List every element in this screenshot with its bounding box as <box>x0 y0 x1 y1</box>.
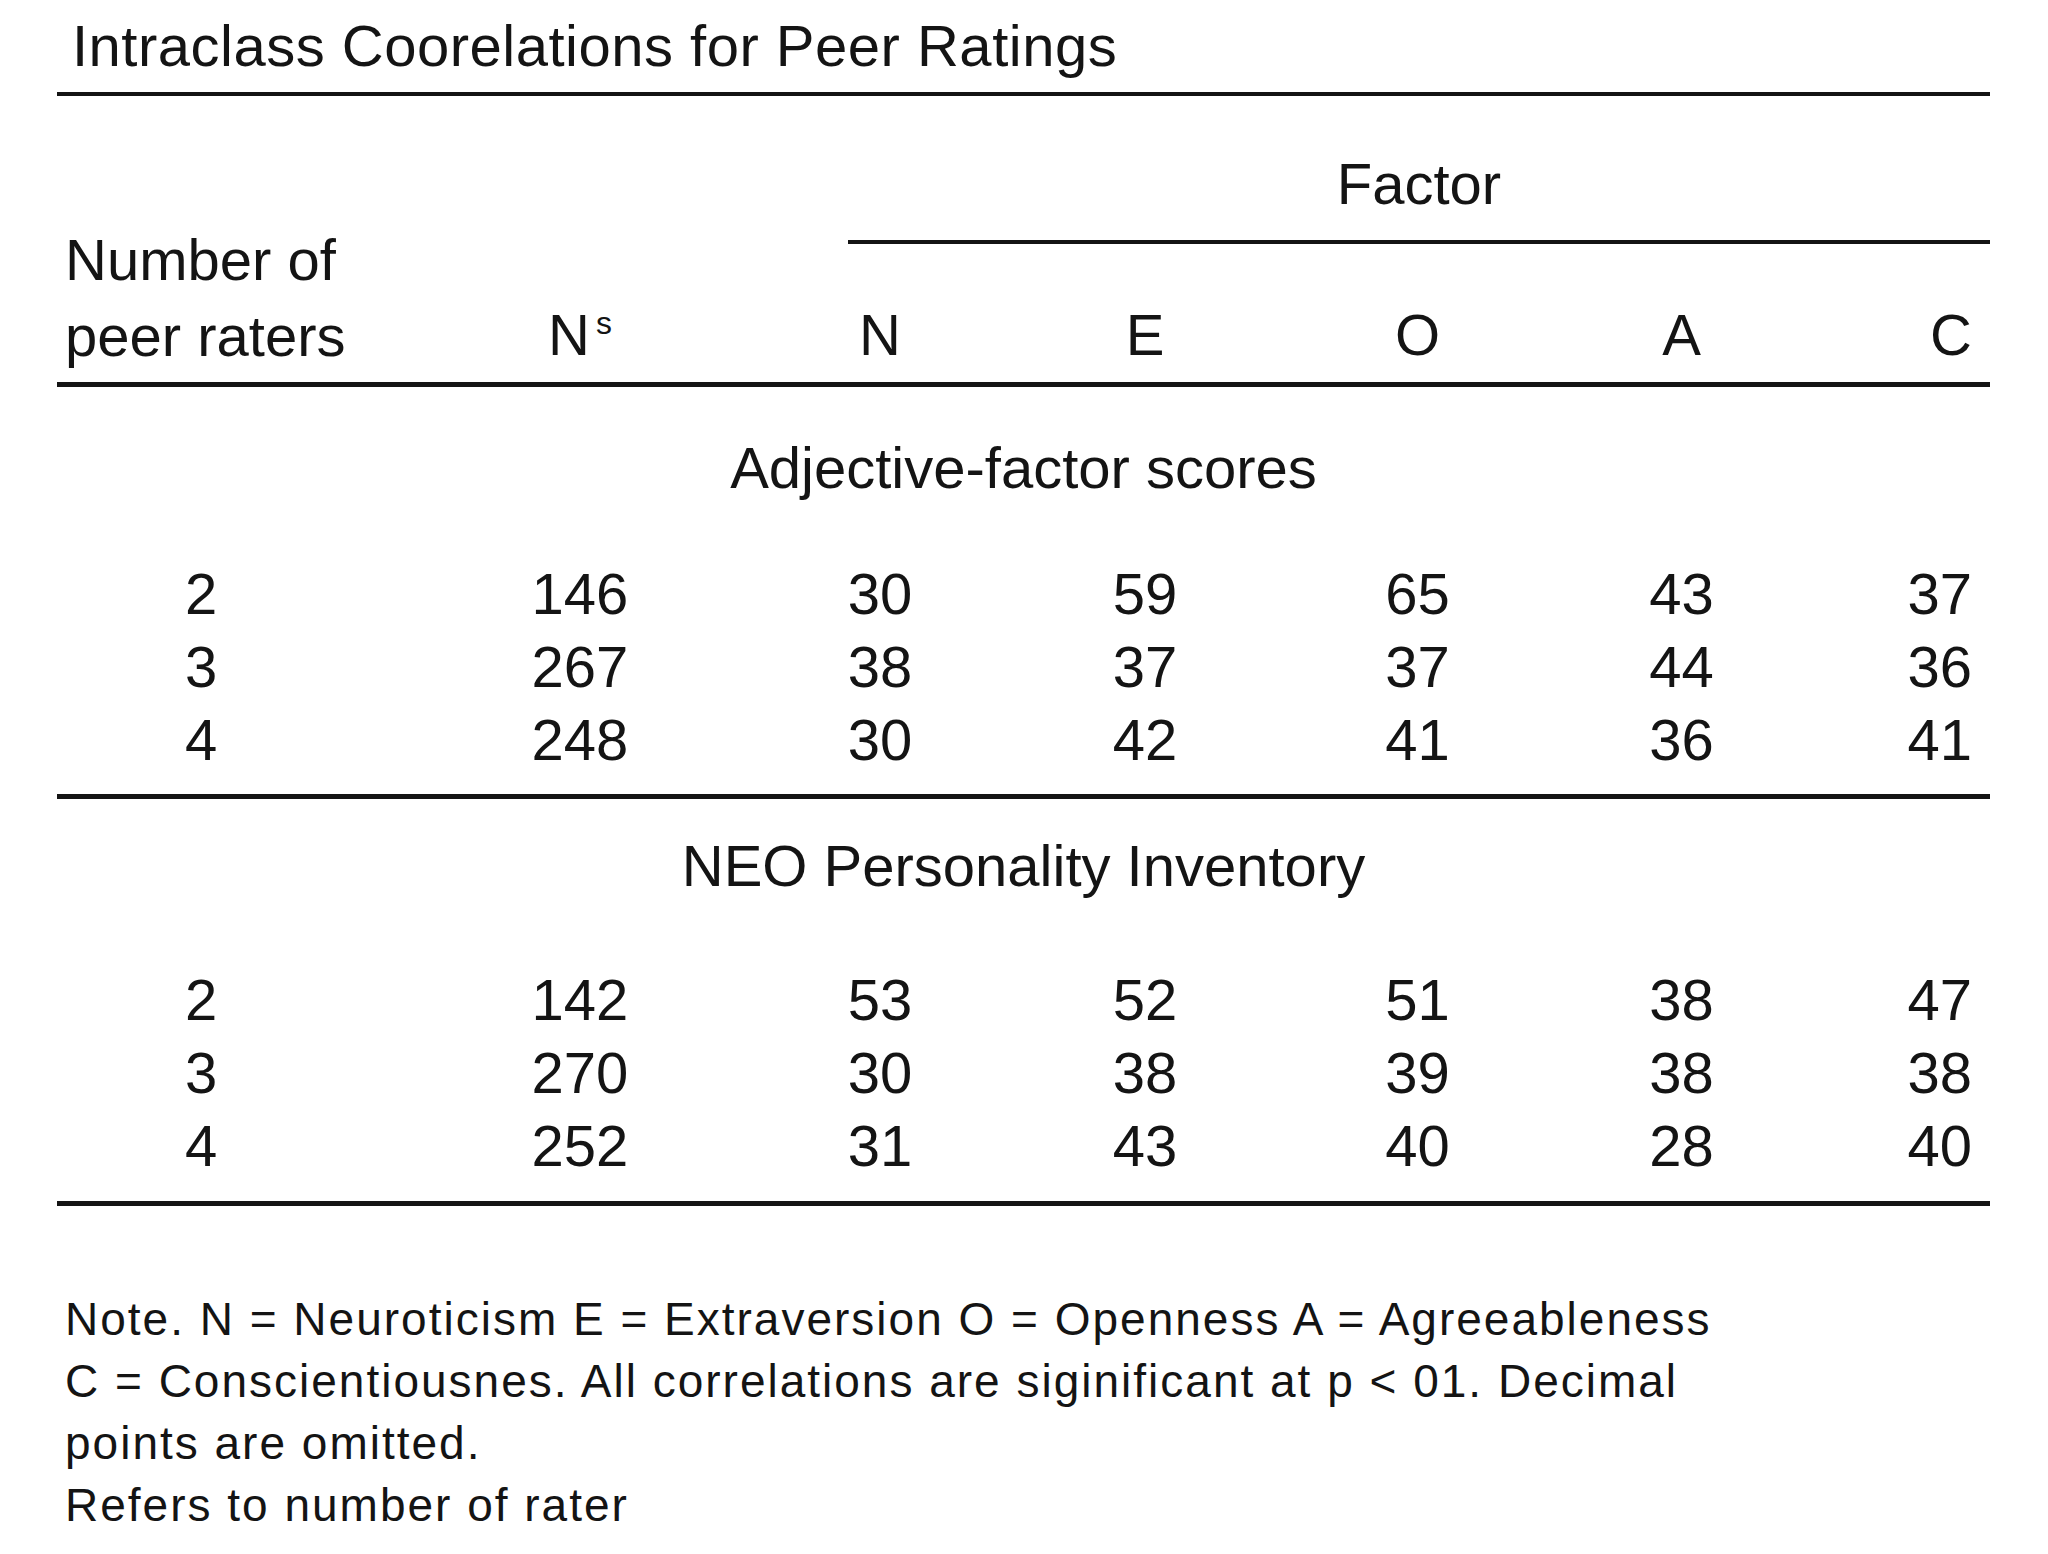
note-line: C = Conscientiousnes. All correlations a… <box>65 1350 1712 1412</box>
header-bottom-rule <box>57 382 1990 387</box>
cell-neuroticism: 38 <box>760 633 1000 700</box>
section-neo-rows: 2 142 53 52 51 38 47 3 270 30 38 39 38 3… <box>57 963 1990 1182</box>
cell-agreeableness: 43 <box>1545 560 1818 627</box>
cell-openness: 40 <box>1290 1112 1545 1179</box>
column-header-openness: O <box>1290 301 1545 368</box>
cell-agreeableness: 28 <box>1545 1112 1818 1179</box>
table-title: Intraclass Coorelations for Peer Ratings <box>72 8 1117 84</box>
cell-conscientiousness: 47 <box>1818 966 1990 1033</box>
n-sample-base: N <box>548 302 590 367</box>
cell-n: 270 <box>400 1039 760 1106</box>
table-note: Note. N = Neuroticism E = Extraversion O… <box>65 1288 1712 1536</box>
cell-raters: 3 <box>57 1039 400 1106</box>
title-rule <box>57 92 1990 96</box>
cell-conscientiousness: 36 <box>1818 633 1990 700</box>
cell-raters: 2 <box>57 966 400 1033</box>
section-adjective-rows: 2 146 30 59 65 43 37 3 267 38 37 37 44 3… <box>57 557 1990 776</box>
cell-extraversion: 52 <box>1000 966 1290 1033</box>
cell-n: 248 <box>400 706 760 773</box>
cell-n: 142 <box>400 966 760 1033</box>
factor-spanner-label: Factor <box>848 146 1990 222</box>
column-header-conscientiousness: C <box>1818 301 1990 368</box>
cell-extraversion: 38 <box>1000 1039 1290 1106</box>
column-header-agreeableness: A <box>1545 301 1818 368</box>
cell-conscientiousness: 41 <box>1818 706 1990 773</box>
cell-agreeableness: 38 <box>1545 1039 1818 1106</box>
cell-raters: 2 <box>57 560 400 627</box>
table-bottom-rule <box>57 1201 1990 1206</box>
cell-openness: 65 <box>1290 560 1545 627</box>
cell-agreeableness: 44 <box>1545 633 1818 700</box>
cell-openness: 41 <box>1290 706 1545 773</box>
cell-raters: 4 <box>57 706 400 773</box>
cell-extraversion: 42 <box>1000 706 1290 773</box>
cell-raters: 4 <box>57 1112 400 1179</box>
column-header-extraversion: E <box>1000 301 1290 368</box>
cell-conscientiousness: 40 <box>1818 1112 1990 1179</box>
cell-neuroticism: 53 <box>760 966 1000 1033</box>
table-page: Intraclass Coorelations for Peer Ratings… <box>0 0 2048 1554</box>
cell-agreeableness: 38 <box>1545 966 1818 1033</box>
cell-agreeableness: 36 <box>1545 706 1818 773</box>
cell-openness: 39 <box>1290 1039 1545 1106</box>
cell-conscientiousness: 38 <box>1818 1039 1990 1106</box>
factor-spanner-rule <box>848 240 1990 244</box>
cell-neuroticism: 30 <box>760 1039 1000 1106</box>
cell-extraversion: 59 <box>1000 560 1290 627</box>
section-divider-rule <box>57 794 1990 799</box>
cell-conscientiousness: 37 <box>1818 560 1990 627</box>
column-header-neuroticism: N <box>760 301 1000 368</box>
note-line: points are omitted. <box>65 1412 1712 1474</box>
cell-openness: 51 <box>1290 966 1545 1033</box>
cell-n: 267 <box>400 633 760 700</box>
cell-extraversion: 37 <box>1000 633 1290 700</box>
note-line: Note. N = Neuroticism E = Extraversion O… <box>65 1288 1712 1350</box>
cell-neuroticism: 31 <box>760 1112 1000 1179</box>
cell-openness: 37 <box>1290 633 1545 700</box>
cell-extraversion: 43 <box>1000 1112 1290 1179</box>
column-header-row: Ns N E O A C <box>57 296 1990 372</box>
cell-n: 252 <box>400 1112 760 1179</box>
section-heading-adjective-factor-scores: Adjective-factor scores <box>57 432 1990 504</box>
cell-n: 146 <box>400 560 760 627</box>
column-header-n-sample: Ns <box>400 301 760 368</box>
cell-neuroticism: 30 <box>760 560 1000 627</box>
cell-raters: 3 <box>57 633 400 700</box>
note-line: Refers to number of rater <box>65 1474 1712 1536</box>
section-heading-neo-personality-inventory: NEO Personality Inventory <box>57 830 1990 902</box>
n-sample-superscript: s <box>590 305 612 341</box>
cell-neuroticism: 30 <box>760 706 1000 773</box>
row-header-line1: Number of <box>65 222 345 298</box>
